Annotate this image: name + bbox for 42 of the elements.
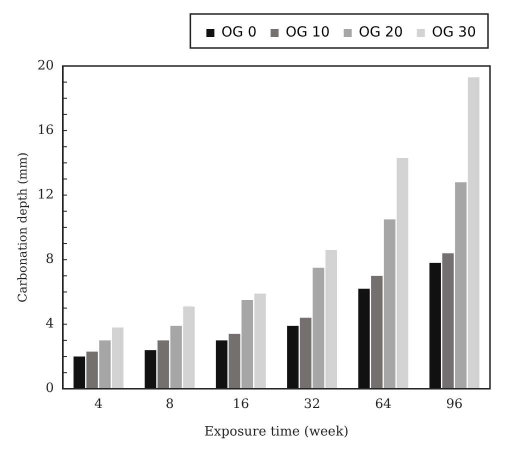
x-tick-label: 4 bbox=[94, 396, 103, 412]
y-tick-label: 20 bbox=[37, 58, 54, 74]
bar bbox=[112, 327, 124, 389]
x-tick-label: 32 bbox=[304, 396, 320, 412]
x-tick-label: 16 bbox=[232, 396, 250, 412]
x-tick-label: 8 bbox=[166, 396, 174, 412]
bar bbox=[429, 262, 441, 389]
bar bbox=[228, 334, 240, 389]
bar bbox=[158, 340, 170, 389]
bar bbox=[287, 326, 299, 389]
y-tick-label: 8 bbox=[46, 252, 54, 268]
y-tick-label: 0 bbox=[46, 381, 54, 396]
bar bbox=[358, 288, 370, 389]
bar bbox=[170, 326, 182, 389]
x-tick-label: 96 bbox=[446, 396, 463, 412]
bar bbox=[86, 352, 98, 389]
bar bbox=[326, 250, 338, 389]
bar bbox=[468, 77, 480, 389]
legend-label: OG 30 bbox=[432, 24, 476, 41]
legend-label: OG 20 bbox=[358, 24, 403, 41]
legend-label: OG 10 bbox=[286, 24, 330, 41]
x-axis-title: Exposure time (week) bbox=[204, 424, 349, 440]
bar bbox=[183, 306, 195, 389]
bar bbox=[216, 340, 228, 389]
bar bbox=[300, 318, 312, 389]
y-tick-label: 16 bbox=[37, 122, 54, 138]
bar bbox=[455, 182, 467, 389]
bar bbox=[99, 340, 111, 389]
bar bbox=[442, 253, 454, 389]
bar bbox=[254, 294, 266, 389]
bar bbox=[396, 158, 408, 389]
bar bbox=[242, 300, 254, 389]
legend-label: OG 0 bbox=[221, 24, 257, 41]
y-axis-title: Carbonation depth (mm) bbox=[15, 152, 30, 303]
bar bbox=[384, 219, 396, 389]
y-tick-label: 4 bbox=[46, 316, 54, 332]
bar bbox=[144, 350, 156, 389]
bar bbox=[74, 356, 86, 389]
x-tick-label: 64 bbox=[374, 396, 392, 412]
y-tick-label: 12 bbox=[37, 187, 54, 202]
bar bbox=[312, 268, 324, 389]
bar bbox=[371, 276, 383, 389]
